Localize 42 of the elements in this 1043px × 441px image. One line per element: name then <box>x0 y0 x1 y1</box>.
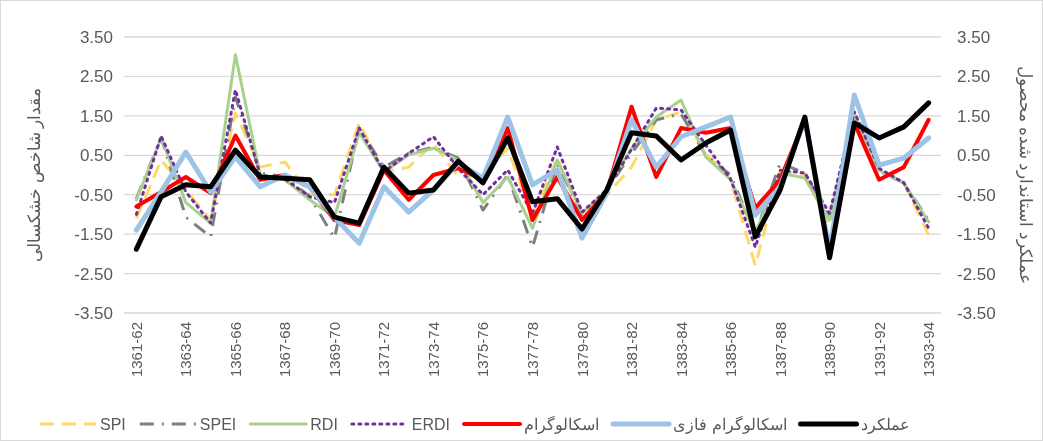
x-tick-label: 1385-86 <box>722 322 740 378</box>
x-tick-label: 1371-72 <box>375 322 393 378</box>
y-tick-label: 3.50 <box>79 28 113 47</box>
x-tick-label: 1367-68 <box>276 322 294 378</box>
y-tick-label: 0.50 <box>79 146 113 166</box>
y-tick-label: 1.50 <box>79 106 113 126</box>
y2-tick-label: 0.50 <box>957 146 991 166</box>
legend-label: عملکرد <box>860 416 910 434</box>
legend-label: ERDI <box>411 416 451 433</box>
legend-label: SPI <box>100 416 126 433</box>
legend-label: اسکالوگرام <box>524 415 600 434</box>
y2-tick-label: 3.50 <box>957 28 991 47</box>
legend-label: اسکالوگرام فازی <box>673 415 787 434</box>
x-tick-label: 1381-82 <box>623 322 641 378</box>
x-tick-label: 1369-70 <box>325 322 343 378</box>
x-tick-label: 1383-84 <box>672 322 690 378</box>
x-tick-label: 1387-88 <box>771 322 789 378</box>
x-tick-label: 1389-90 <box>821 322 839 378</box>
x-tick-label: 1361-62 <box>127 322 145 378</box>
x-tick-label: 1393-94 <box>920 322 938 378</box>
y-axis-title: مقدار شاخص خشکسالی <box>25 87 45 263</box>
y2-tick-label: 1.50 <box>957 106 991 126</box>
y2-tick-label: -1.50 <box>957 225 996 245</box>
y2-tick-label: 2.50 <box>957 67 991 87</box>
x-tick-label: 1375-76 <box>474 322 492 378</box>
x-tick-label: 1365-66 <box>226 322 244 378</box>
y2-tick-label: -3.50 <box>957 304 996 323</box>
y-tick-label: -0.50 <box>74 185 113 205</box>
y-tick-label: -3.50 <box>74 304 113 323</box>
x-tick-label: 1391-92 <box>870 322 888 378</box>
y2-tick-label: -0.50 <box>957 185 996 205</box>
x-tick-label: 1379-80 <box>573 322 591 378</box>
legend-label: RDI <box>310 416 338 433</box>
y-tick-label: -1.50 <box>74 225 113 245</box>
y-tick-label: 2.50 <box>79 67 113 87</box>
x-tick-label: 1363-64 <box>177 322 195 378</box>
y2-tick-label: -2.50 <box>957 264 996 284</box>
y-tick-label: -2.50 <box>74 264 113 284</box>
y2-axis-title: عملکرد استاندارد شده محصول <box>1015 65 1035 285</box>
x-tick-label: 1377-78 <box>524 322 541 378</box>
legend-label: SPEI <box>199 416 237 433</box>
x-tick-label: 1373-74 <box>424 322 442 378</box>
